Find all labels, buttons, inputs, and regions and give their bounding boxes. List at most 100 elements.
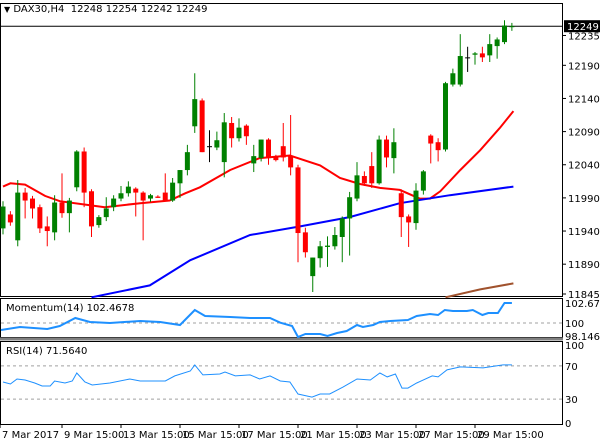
time-tick-label: 13 Mar 15:00 (123, 430, 190, 441)
candle-body (221, 122, 227, 163)
candle (96, 215, 102, 228)
candle-body (288, 155, 294, 168)
candle (361, 171, 367, 186)
time-tick-label: 29 Mar 15:00 (477, 430, 544, 441)
candle-body (310, 257, 316, 277)
rsi-tick-label: 0 (565, 419, 571, 430)
rsi-line (2, 364, 512, 398)
candle-body (339, 218, 345, 238)
candle (347, 191, 353, 256)
momentum-tick-label: 102.6736 (565, 299, 600, 310)
candle-body (384, 139, 389, 158)
candle (22, 187, 28, 219)
pane-separator (0, 337, 563, 341)
candle-body (214, 140, 220, 148)
momentum-tick-label: 100 (565, 319, 584, 330)
candle (192, 73, 198, 133)
candle (7, 211, 13, 226)
candle-body (376, 139, 382, 184)
candle (74, 150, 80, 192)
candle-body (0, 206, 6, 229)
candle (89, 189, 94, 238)
candle-body (243, 125, 249, 137)
ohlc-readout: 12248 12254 12242 12249 (70, 4, 208, 15)
candle-body (472, 53, 478, 55)
candle (15, 179, 21, 247)
candle-body (22, 192, 28, 201)
chart-header: ▼ DAX30,H4 12248 12254 12242 12249 (4, 4, 208, 15)
momentum-title: Momentum(14) 102.4678 (6, 303, 134, 314)
candle (125, 181, 131, 197)
candle (52, 195, 58, 241)
candle (133, 187, 139, 217)
candle-body (251, 156, 257, 164)
candle-body (479, 53, 485, 58)
candle-body (140, 192, 146, 201)
candle-body (457, 56, 463, 85)
candle (243, 124, 249, 145)
candle (443, 81, 448, 152)
candle (140, 191, 146, 241)
candle-body (155, 196, 161, 198)
candle-body (15, 192, 21, 241)
candle-body (420, 171, 426, 191)
candle-body (177, 170, 183, 184)
candle-body (258, 139, 264, 159)
candle-body (170, 182, 176, 201)
candle (398, 189, 404, 238)
candle-body (118, 193, 124, 199)
price-tick-label: 12190 (568, 61, 600, 72)
moving-average-2 (445, 282, 514, 299)
candle (420, 170, 426, 195)
candle (391, 128, 397, 174)
time-tick-label: 23 Mar 15:00 (359, 430, 426, 441)
candle (111, 195, 117, 212)
candle-body (487, 44, 493, 56)
candle (384, 135, 389, 168)
candle-body (184, 152, 190, 171)
candle (369, 152, 375, 188)
candle-body (391, 142, 397, 159)
collapse-arrow-icon[interactable]: ▼ (4, 5, 11, 14)
time-tick-label: 7 Mar 2017 (2, 430, 59, 441)
candle-body (74, 151, 80, 188)
candle (207, 130, 212, 163)
candle (479, 46, 485, 62)
momentum-tick-label: 98.1465 (565, 332, 600, 343)
candle-body (443, 83, 448, 150)
candle (376, 135, 382, 185)
candle (66, 197, 72, 233)
candle-body (103, 208, 109, 218)
candle (170, 178, 176, 202)
price-tick-label: 11990 (568, 194, 600, 205)
candle (273, 154, 279, 162)
candle-body (302, 232, 308, 253)
price-tick-label: 11940 (568, 227, 600, 238)
candle-body (435, 142, 441, 151)
candle-body (465, 57, 471, 59)
candle-body (199, 100, 205, 153)
candle-body (229, 122, 235, 139)
candle (258, 139, 264, 162)
candle (177, 170, 183, 198)
candle-body (509, 26, 515, 28)
candle-body (111, 198, 117, 208)
candle (30, 195, 35, 219)
candle (509, 22, 515, 31)
time-tick-label: 15 Mar 15:00 (182, 430, 249, 441)
candle (162, 173, 168, 202)
candle-body (52, 202, 58, 233)
rsi-tick-label: 100 (565, 341, 584, 352)
candle-body (148, 195, 153, 199)
candle-body (192, 99, 198, 127)
candle-body (89, 191, 94, 227)
candle-body (81, 151, 87, 193)
candle-body (7, 214, 13, 223)
price-tick-label: 11890 (568, 260, 600, 271)
candle-body (450, 73, 456, 85)
rsi-pane-frame (0, 341, 563, 425)
candle (302, 227, 308, 258)
candle (266, 138, 271, 165)
candle (214, 131, 220, 151)
